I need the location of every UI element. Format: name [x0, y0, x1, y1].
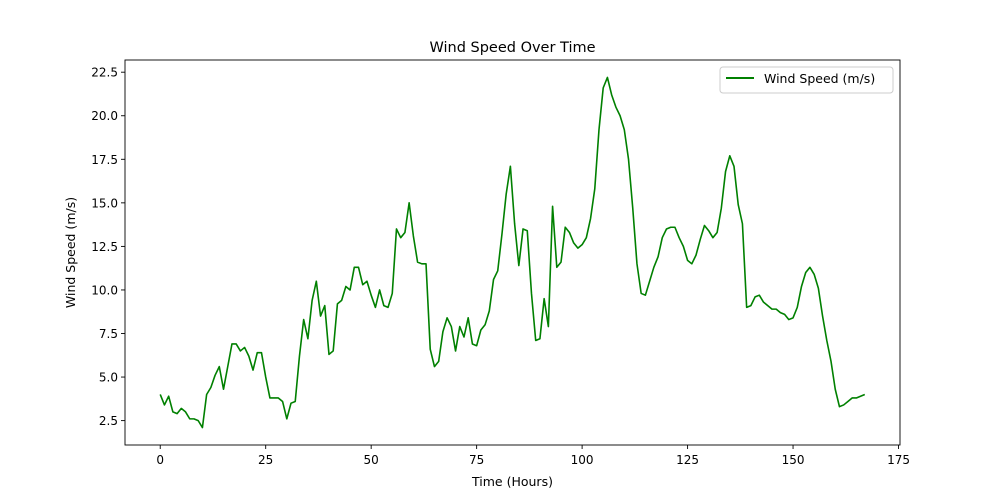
y-tick-label: 22.5 [91, 66, 118, 80]
x-tick-label: 50 [364, 453, 379, 467]
chart-title: Wind Speed Over Time [429, 40, 595, 56]
y-tick-label: 20.0 [91, 109, 118, 123]
x-tick-label: 100 [571, 453, 594, 467]
y-tick-label: 2.5 [99, 414, 118, 428]
x-axis-label: Time (Hours) [471, 474, 553, 489]
x-tick-label: 150 [782, 453, 805, 467]
x-tick-label: 75 [469, 453, 484, 467]
y-tick-label: 15.0 [91, 196, 118, 210]
series-line-0 [159, 76, 866, 429]
y-axis-label: Wind Speed (m/s) [63, 197, 78, 308]
y-tick-label: 10.0 [91, 283, 118, 297]
y-tick-label: 7.5 [99, 327, 118, 341]
legend-entry-label: Wind Speed (m/s) [764, 71, 875, 86]
y-tick-label: 5.0 [99, 371, 118, 385]
x-tick-label: 0 [156, 453, 164, 467]
x-tick-label: 25 [258, 453, 273, 467]
legend-frame [719, 66, 894, 94]
y-tick-label: 17.5 [91, 153, 118, 167]
x-tick-label: 175 [887, 453, 910, 467]
y-tick-label: 12.5 [91, 240, 118, 254]
x-tick-label: 125 [676, 453, 699, 467]
plot-area: 0 25 50 75 100 125 150 175 2.5 5.0 7.5 10.0 12.5 15.0… [91, 59, 910, 467]
legend: Wind Speed (m/s) [719, 66, 894, 94]
axes-frame [124, 59, 901, 446]
